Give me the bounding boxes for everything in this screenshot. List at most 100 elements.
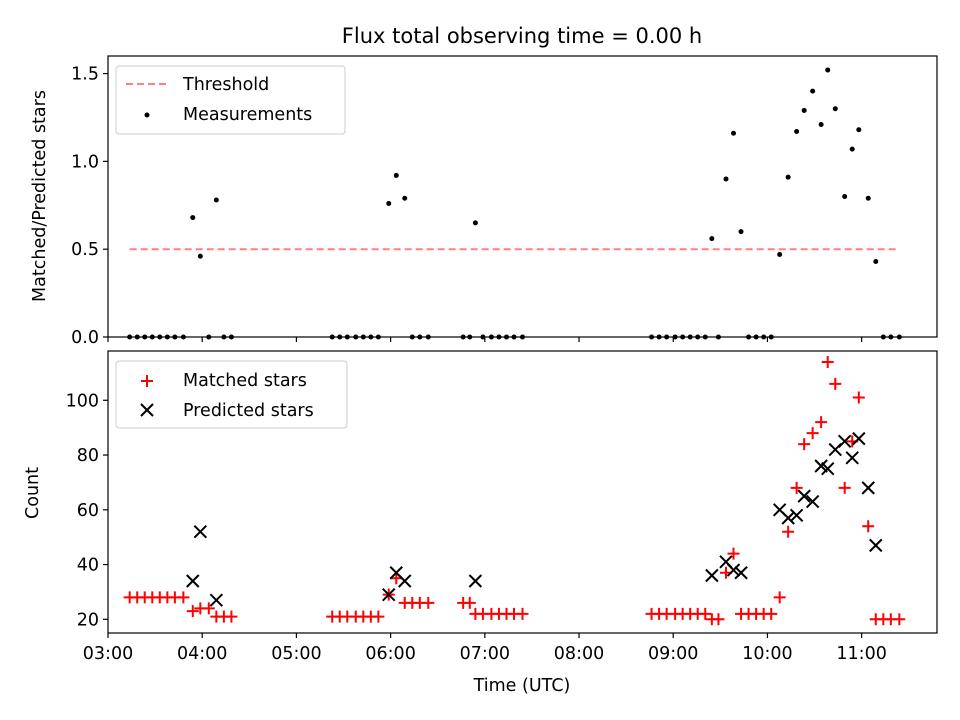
data-point-matched (765, 607, 778, 620)
data-point-measurement (360, 334, 366, 340)
data-point-measurement (794, 129, 800, 135)
data-point-predicted (805, 494, 820, 509)
data-point-measurement (738, 229, 744, 235)
data-point-measurement (656, 334, 662, 340)
data-point-matched (390, 572, 403, 585)
data-point-measurement (511, 334, 517, 340)
data-point-predicted (837, 434, 852, 449)
data-point-predicted (398, 574, 412, 588)
data-point-measurement (709, 236, 715, 242)
data-point-measurement (142, 334, 148, 340)
legend-predicted-swatch (140, 403, 154, 417)
data-point-measurement (213, 197, 219, 203)
data-point-measurement (467, 334, 473, 340)
bottom-x-tick-label: 04:00 (177, 644, 227, 664)
data-point-measurement (375, 334, 381, 340)
data-point-measurement (649, 334, 655, 340)
data-point-measurement (888, 334, 894, 340)
data-point-measurement (753, 334, 759, 340)
data-point-measurement (190, 215, 196, 221)
data-point-matched (782, 525, 795, 538)
data-point-measurement (425, 334, 431, 340)
data-point-measurement (873, 258, 879, 264)
bottom-y-axis: 20 40 60 80 100 (66, 391, 108, 630)
series-measurements (127, 67, 902, 340)
data-point-measurement (777, 251, 783, 257)
bottom-x-tick-label: 11:00 (836, 644, 886, 664)
data-point-measurement (228, 334, 234, 340)
data-point-measurement (810, 88, 816, 94)
top-y-axis: 0.0 0.5 1.0 1.5 (71, 65, 108, 348)
legend-measurements-label: Measurements (183, 105, 312, 125)
data-point-matched (806, 427, 819, 440)
data-point-predicted (845, 451, 859, 465)
bottom-y-tick-label: 80 (77, 446, 99, 466)
data-point-predicted (468, 574, 483, 588)
data-point-predicted (705, 568, 719, 583)
data-point-measurement (409, 334, 415, 340)
data-point-predicted (726, 563, 741, 577)
data-point-measurement (417, 334, 423, 340)
bottom-y-tick-label: 60 (77, 501, 99, 521)
data-point-matched (862, 520, 875, 533)
data-point-matched (372, 610, 385, 623)
bottom-y-tick-label: 40 (77, 556, 99, 576)
data-point-measurement (488, 334, 494, 340)
data-point-measurement (368, 334, 374, 340)
legend-predicted-label: Predicted stars (183, 401, 314, 421)
data-point-measurement (768, 334, 774, 340)
data-point-matched (516, 607, 529, 620)
data-point-measurement (386, 201, 392, 207)
data-point-measurement (353, 334, 359, 340)
data-point-measurement (687, 334, 693, 340)
data-point-matched (463, 596, 476, 609)
top-marks (127, 67, 902, 340)
top-x-axis (107, 337, 863, 342)
bottom-x-axis: 03:00 04:00 05:00 06:00 07:00 08:00 09:00 10:00… (83, 633, 887, 664)
data-point-matched (177, 591, 190, 604)
data-point-predicted (193, 524, 208, 539)
bottom-y-tick-label: 20 (77, 610, 99, 630)
legend-matched-swatch (141, 375, 153, 387)
data-point-measurement (520, 334, 525, 340)
data-point-matched (712, 613, 725, 626)
series-matched-stars (123, 355, 906, 626)
data-point-measurement (393, 172, 399, 178)
data-point-measurement (672, 334, 678, 340)
data-point-measurement (180, 334, 186, 340)
data-point-measurement (480, 334, 486, 340)
data-point-predicted (797, 489, 811, 503)
data-point-measurement (503, 334, 509, 340)
bottom-x-tick-label: 06:00 (365, 644, 415, 664)
legend-threshold-label: Threshold (182, 75, 269, 95)
data-point-predicted (186, 574, 200, 588)
data-point-predicted (781, 511, 795, 525)
data-point-measurement (818, 121, 824, 127)
bottom-panel: 20 40 60 80 100 03:00 04:00 05:00 06:00 07:00 08:… (23, 350, 938, 696)
bottom-x-tick-label: 09:00 (648, 644, 698, 664)
data-point-measurement (880, 334, 886, 340)
data-point-matched (829, 377, 842, 390)
data-point-predicted (209, 593, 224, 607)
data-point-measurement (221, 334, 227, 340)
data-point-measurement (496, 334, 502, 340)
data-point-measurement (723, 176, 729, 182)
top-legend-box (115, 65, 346, 135)
top-legend: Threshold Measurements (115, 65, 346, 135)
data-point-predicted (789, 508, 804, 522)
data-point-measurement (197, 253, 203, 259)
data-point-measurement (164, 334, 170, 340)
data-point-predicted (869, 538, 883, 553)
bottom-x-axis-label: Time (UTC) (473, 676, 571, 696)
data-point-matched (852, 391, 865, 404)
chart-title: Flux total observing time = 0.00 h (342, 24, 702, 48)
data-point-matched (821, 355, 834, 368)
data-point-predicted (734, 566, 748, 580)
data-point-predicted (821, 462, 835, 476)
top-y-tick-label: 1.0 (71, 152, 99, 172)
data-point-measurement (134, 334, 140, 340)
data-point-measurement (680, 334, 686, 340)
data-point-measurement (715, 334, 721, 340)
